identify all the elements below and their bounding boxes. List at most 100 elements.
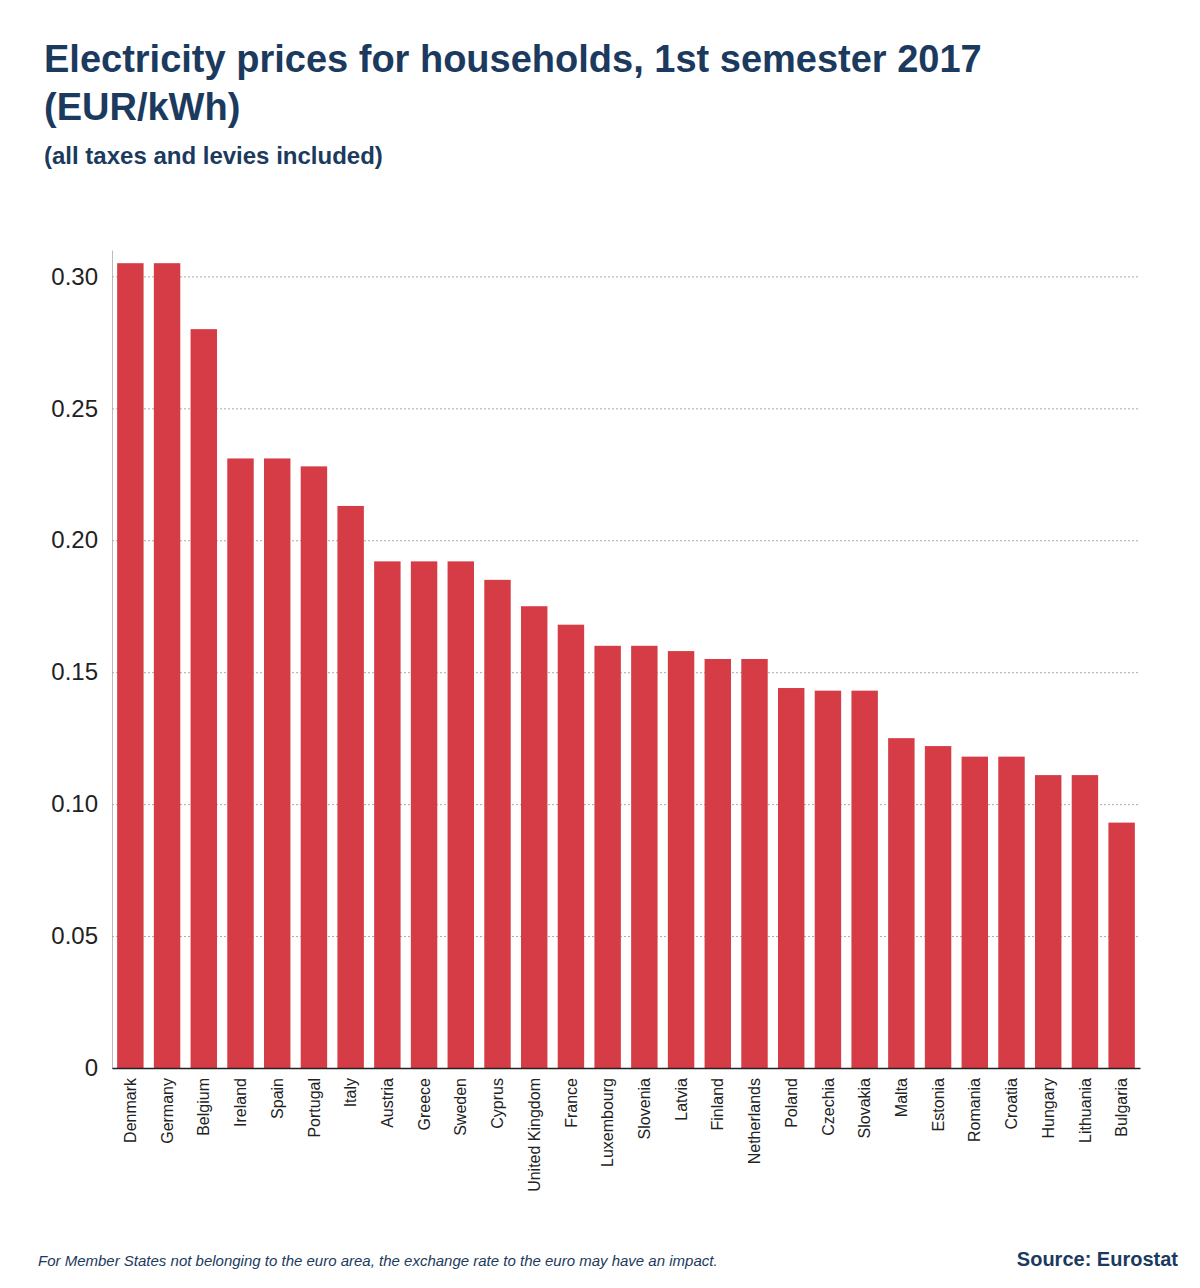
bar [778, 688, 804, 1068]
subtitle: (all taxes and levies included) [44, 142, 383, 169]
plot: 0 0.05 0.10 0.15 0.20 0.25 0.30 Denmark Germany B… [51, 251, 1140, 1192]
x-tick-label: Estonia [930, 1078, 947, 1131]
title: Electricity prices for households, 1st s… [44, 38, 982, 128]
x-tick-label: Hungary [1040, 1078, 1057, 1138]
x-tick: France [563, 1068, 580, 1128]
x-tick: Hungary [1040, 1068, 1057, 1138]
x-tick-label: Cyprus [489, 1078, 506, 1129]
x-tick-label: Lithuania [1077, 1078, 1094, 1143]
x-tick: Germany [159, 1068, 176, 1144]
bar [888, 738, 914, 1068]
grid-line [112, 408, 1140, 409]
x-tick-label: Sweden [452, 1078, 469, 1136]
x-tick: Malta [893, 1068, 910, 1117]
x-tick-label: Slovenia [636, 1078, 653, 1139]
bar [191, 329, 217, 1068]
bar [301, 466, 327, 1068]
y-tick-label: 0.05 [51, 922, 98, 949]
x-tick: Sweden [452, 1068, 469, 1136]
y-tick-label: 0.10 [51, 790, 98, 817]
bar [962, 757, 988, 1068]
x-tick: Slovakia [856, 1068, 873, 1138]
x-axis-line [113, 1068, 1141, 1070]
bar [227, 458, 253, 1068]
x-tick: Lithuania [1077, 1068, 1094, 1143]
x-tick-label: Malta [893, 1078, 910, 1117]
x-tick-label: Slovakia [856, 1078, 873, 1139]
y-tick-label: 0.25 [51, 395, 98, 422]
bar [337, 506, 363, 1068]
x-tick: Spain [269, 1068, 286, 1119]
bar [631, 646, 657, 1068]
x-tick: Greece [416, 1068, 433, 1130]
x-tick: Finland [709, 1068, 726, 1130]
x-tick: Cyprus [489, 1068, 506, 1129]
bars [117, 263, 1135, 1068]
bar [998, 757, 1024, 1068]
x-tick: Bulgaria [1113, 1068, 1130, 1137]
bar [1035, 775, 1061, 1068]
bar [264, 458, 290, 1068]
x-tick-label: Italy [342, 1078, 359, 1107]
x-tick-label: Croatia [1003, 1078, 1020, 1130]
grid-line [112, 1068, 1140, 1069]
x-tick-label: Denmark [122, 1077, 139, 1143]
bar [1072, 775, 1098, 1068]
x-tick-label: Germany [159, 1078, 176, 1144]
y-tick-label: 0 [85, 1054, 98, 1081]
x-tick: Latvia [673, 1068, 690, 1121]
x-tick-label: Austria [379, 1078, 396, 1128]
y-tick-label: 0.15 [51, 658, 98, 685]
x-tick: Croatia [1003, 1068, 1020, 1130]
bar [815, 691, 841, 1068]
bar [705, 659, 731, 1068]
bar [558, 625, 584, 1068]
x-tick-label: Portugal [306, 1078, 323, 1138]
x-axis: Denmark Germany Belgium Ireland Spain Portuga… [113, 1068, 1141, 1192]
y-tick-label: 0.20 [51, 526, 98, 553]
bar [741, 659, 767, 1068]
bar [448, 561, 474, 1068]
x-tick-label: Romania [966, 1078, 983, 1142]
x-tick-label: Finland [709, 1078, 726, 1130]
x-tick-label: Spain [269, 1078, 286, 1119]
x-tick: United Kingdom [526, 1068, 543, 1192]
x-tick-label: Latvia [673, 1078, 690, 1121]
y-axis-line [112, 251, 113, 1069]
x-tick: Poland [783, 1068, 800, 1128]
x-tick: Slovenia [636, 1068, 653, 1139]
bar [668, 651, 694, 1068]
x-tick-label: Belgium [195, 1078, 212, 1136]
x-tick: Italy [342, 1068, 359, 1107]
x-tick: Ireland [232, 1068, 249, 1127]
x-tick-label: Luxembourg [599, 1078, 616, 1167]
x-tick-label: Czechia [820, 1078, 837, 1136]
x-tick: Romania [966, 1068, 983, 1142]
x-tick: Netherlands [746, 1068, 763, 1164]
x-tick: Belgium [195, 1068, 212, 1136]
bar [1108, 823, 1134, 1068]
footnote: For Member States not belonging to the e… [38, 1252, 718, 1269]
bar [154, 263, 180, 1068]
y-tick-label: 0.30 [51, 263, 98, 290]
x-tick-label: Netherlands [746, 1078, 763, 1164]
source: Source: Eurostat [1017, 1248, 1178, 1270]
x-tick-label: United Kingdom [526, 1078, 543, 1192]
x-tick-label: Greece [416, 1078, 433, 1131]
bar [374, 561, 400, 1068]
x-tick: Portugal [306, 1068, 323, 1138]
bar [411, 561, 437, 1068]
grid-line [112, 276, 1140, 277]
title-group: Electricity prices for households, 1st s… [44, 38, 982, 128]
bar [925, 746, 951, 1068]
x-tick-label: Bulgaria [1113, 1078, 1130, 1137]
bar [484, 580, 510, 1068]
bar [117, 263, 143, 1068]
x-tick-label: Ireland [232, 1078, 249, 1127]
x-tick-label: Poland [783, 1078, 800, 1128]
x-tick: Luxembourg [599, 1068, 616, 1167]
y-axis: 0 0.05 0.10 0.15 0.20 0.25 0.30 [51, 251, 1140, 1082]
x-tick: Czechia [820, 1068, 837, 1136]
x-tick-label: France [563, 1078, 580, 1128]
x-tick: Austria [379, 1068, 396, 1128]
